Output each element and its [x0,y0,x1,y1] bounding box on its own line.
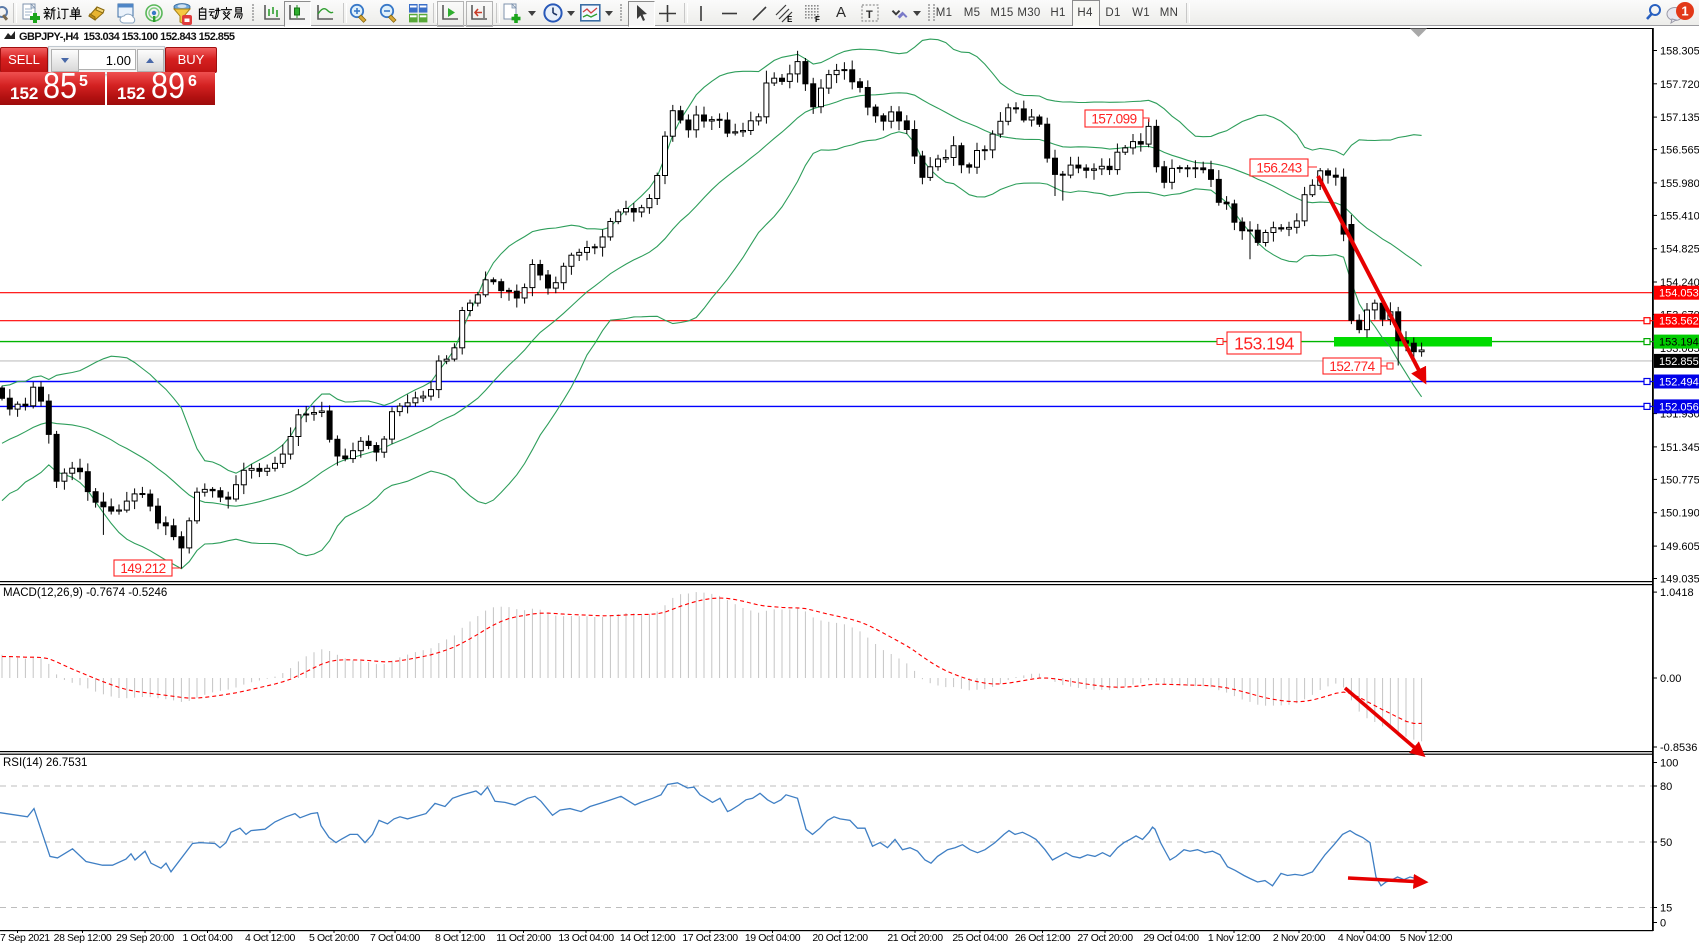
svg-text:50: 50 [1660,837,1672,849]
svg-text:MACD(12,26,9) -0.7674 -0.5246: MACD(12,26,9) -0.7674 -0.5246 [3,587,167,599]
svg-text:152.774: 152.774 [1329,359,1375,374]
svg-text:153.194: 153.194 [1234,333,1295,353]
svg-text:0: 0 [1660,918,1666,930]
svg-text:154.053: 154.053 [1659,288,1699,300]
svg-text:154.825: 154.825 [1660,244,1699,256]
svg-text:149.212: 149.212 [120,561,165,576]
svg-text:1 Oct 04:00: 1 Oct 04:00 [183,932,233,943]
svg-text:19 Oct 04:00: 19 Oct 04:00 [745,932,801,943]
svg-text:GBPJPY-,H4 153.034 153.100 15: GBPJPY-,H4 153.034 153.100 152.843 152.8… [19,31,235,43]
svg-text:2 Nov 20:00: 2 Nov 20:00 [1273,932,1326,943]
svg-text:158.305: 158.305 [1660,46,1699,58]
svg-text:80: 80 [1660,781,1672,793]
svg-text:149.605: 149.605 [1660,541,1699,553]
svg-text:11 Oct 20:00: 11 Oct 20:00 [496,932,551,943]
svg-text:17 Oct 23:00: 17 Oct 23:00 [682,932,738,943]
svg-text:20 Oct 12:00: 20 Oct 12:00 [812,932,868,943]
svg-text:157.099: 157.099 [1091,111,1136,126]
svg-text:E: E [787,15,793,23]
svg-text:152.494: 152.494 [1659,377,1699,389]
svg-text:14 Oct 12:00: 14 Oct 12:00 [620,932,676,943]
svg-text:152.855: 152.855 [1659,356,1699,368]
svg-text:15: 15 [1660,903,1672,915]
svg-text:1.0418: 1.0418 [1660,587,1694,599]
svg-text:29 Sep 20:00: 29 Sep 20:00 [116,932,174,943]
svg-text:151.345: 151.345 [1660,442,1699,454]
svg-text:7 Sep 2021: 7 Sep 2021 [0,932,50,943]
svg-text:100: 100 [1660,758,1678,770]
svg-text:150.190: 150.190 [1660,508,1699,520]
svg-text:156.565: 156.565 [1660,145,1699,157]
svg-text:25 Oct 04:00: 25 Oct 04:00 [952,932,1008,943]
svg-text:26 Oct 12:00: 26 Oct 12:00 [1015,932,1071,943]
svg-text:153.194: 153.194 [1659,337,1699,349]
svg-text:F: F [815,15,820,23]
svg-text:27 Oct 20:00: 27 Oct 20:00 [1077,932,1133,943]
svg-text:153.562: 153.562 [1659,316,1699,328]
svg-text:28 Sep 12:00: 28 Sep 12:00 [54,932,112,943]
svg-text:1: 1 [1681,4,1688,19]
svg-text:5 Nov 12:00: 5 Nov 12:00 [1400,932,1453,943]
svg-text:7 Oct 04:00: 7 Oct 04:00 [370,932,420,943]
svg-text:0.00: 0.00 [1660,673,1681,685]
svg-text:157.720: 157.720 [1660,79,1699,91]
svg-text:155.980: 155.980 [1660,178,1699,190]
svg-text:RSI(14) 26.7531: RSI(14) 26.7531 [3,757,87,769]
svg-text:156.243: 156.243 [1256,160,1301,175]
svg-text:149.035: 149.035 [1660,574,1699,586]
svg-text:29 Oct 04:00: 29 Oct 04:00 [1143,932,1199,943]
svg-text:T: T [866,9,873,21]
svg-text:8 Oct 12:00: 8 Oct 12:00 [435,932,485,943]
svg-text:13 Oct 04:00: 13 Oct 04:00 [558,932,614,943]
svg-text:152.056: 152.056 [1659,401,1699,413]
svg-text:21 Oct 20:00: 21 Oct 20:00 [887,932,943,943]
svg-text:157.135: 157.135 [1660,112,1699,124]
svg-text:1 Nov 12:00: 1 Nov 12:00 [1208,932,1261,943]
svg-text:4 Oct 12:00: 4 Oct 12:00 [245,932,295,943]
svg-text:5 Oct 20:00: 5 Oct 20:00 [309,932,359,943]
svg-text:150.775: 150.775 [1660,474,1699,486]
svg-text:-0.8536: -0.8536 [1660,742,1697,754]
svg-text:4 Nov 04:00: 4 Nov 04:00 [1338,932,1391,943]
svg-text:155.410: 155.410 [1660,210,1699,222]
